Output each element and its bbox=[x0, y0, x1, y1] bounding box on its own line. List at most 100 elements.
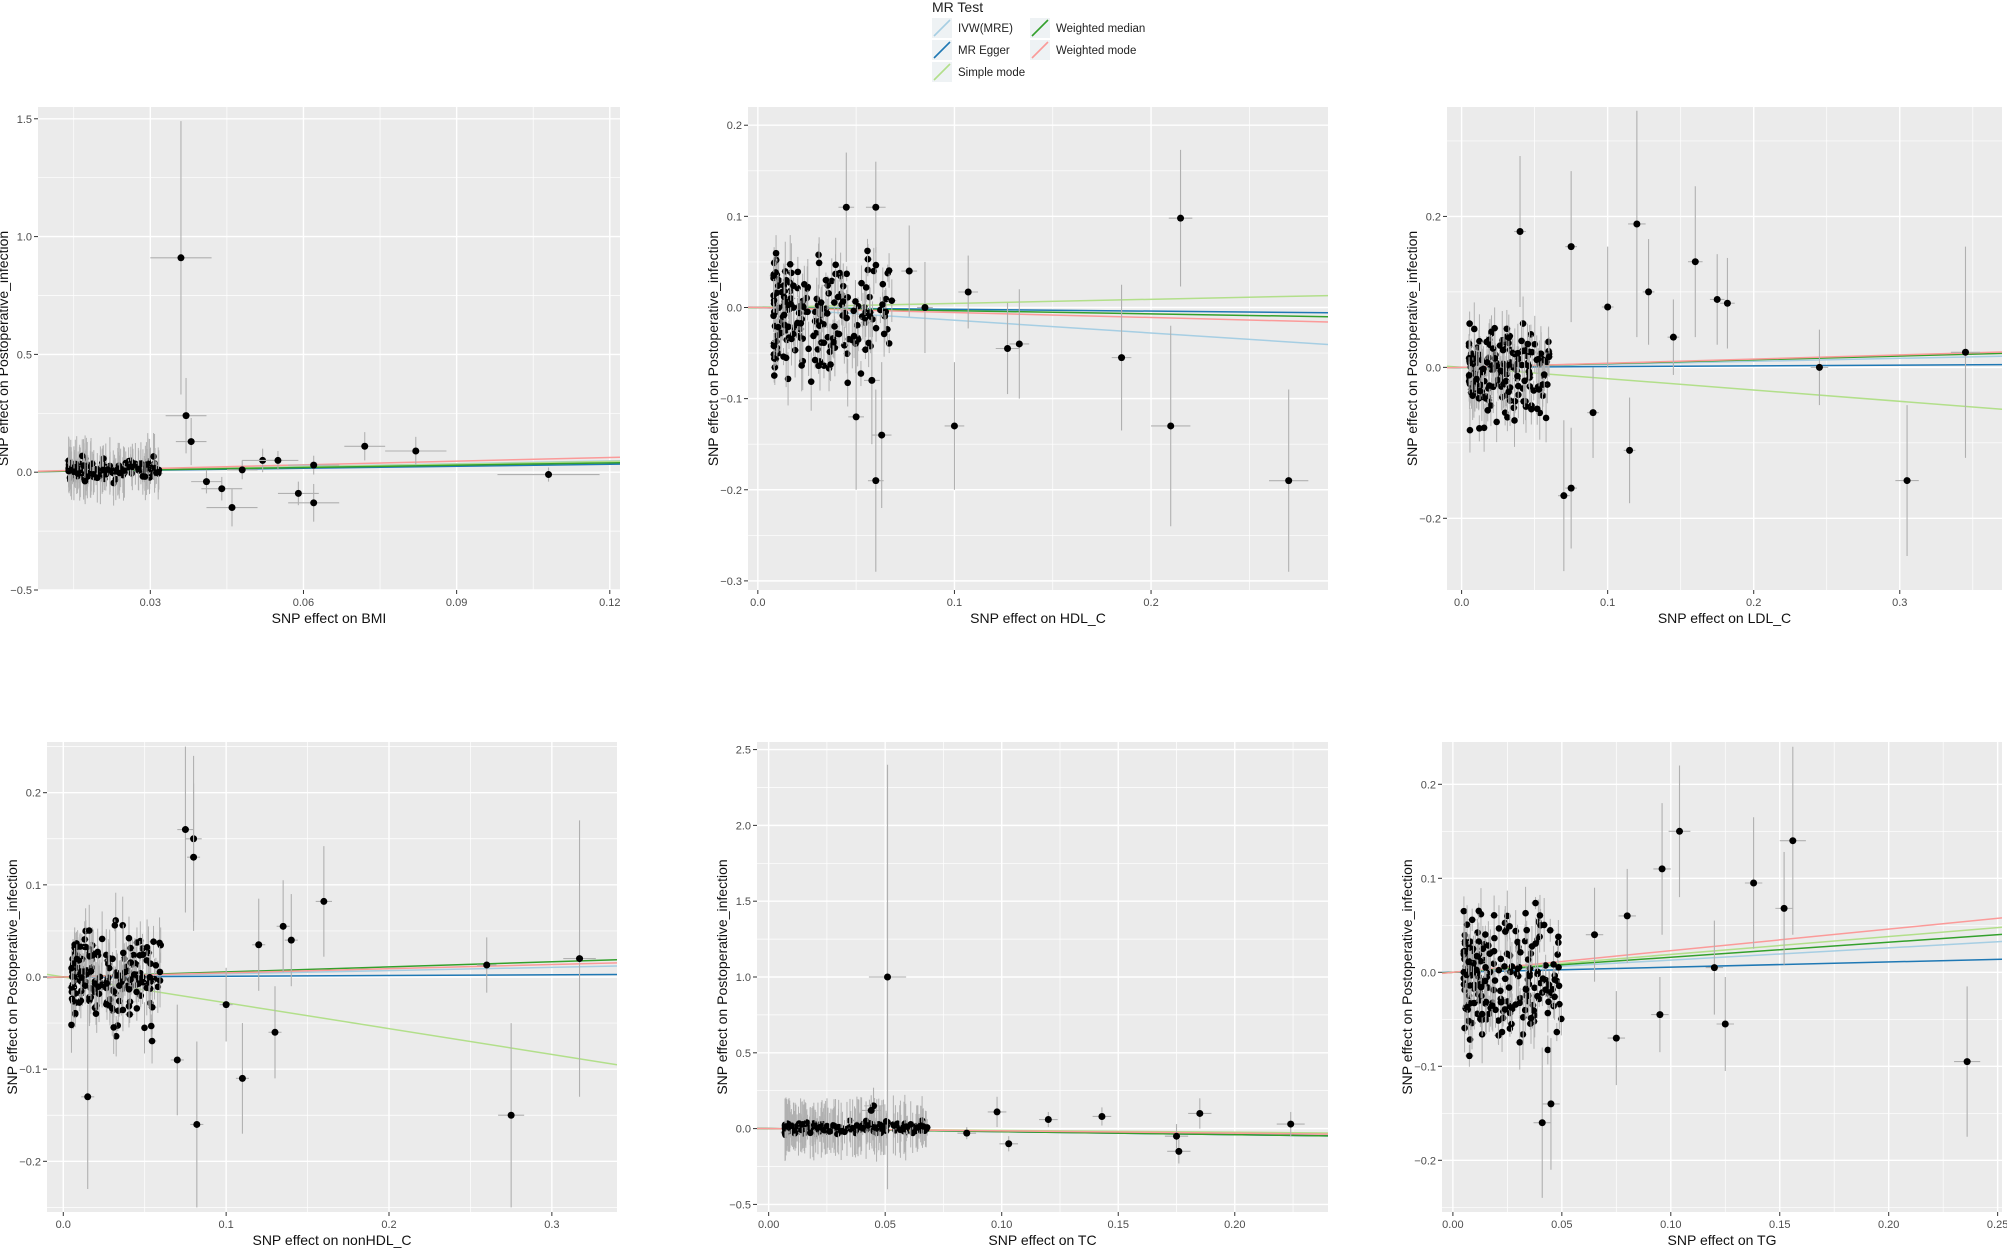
snp-dot bbox=[1480, 366, 1487, 373]
y-axis-label: SNP effect on Postoperative_infection bbox=[0, 231, 11, 466]
snp-dot bbox=[830, 1122, 837, 1129]
snp-dot bbox=[879, 281, 886, 288]
snp-dot bbox=[865, 340, 872, 347]
y-axis-label: SNP effect on Postoperative_infection bbox=[705, 231, 721, 466]
y-axis-label: SNP effect on Postoperative_infection bbox=[4, 859, 20, 1094]
snp-dot bbox=[878, 432, 885, 439]
snp-dot bbox=[1525, 956, 1532, 963]
snp-dot bbox=[310, 499, 317, 506]
snp-dot bbox=[854, 322, 861, 329]
y-tick-label: 2.0 bbox=[736, 820, 751, 832]
y-tick-label: −0.2 bbox=[1414, 1155, 1436, 1167]
snp-dot bbox=[1461, 908, 1468, 915]
snp-dot bbox=[218, 485, 225, 492]
x-tick-label: 0.20 bbox=[1224, 1219, 1245, 1231]
snp-dot bbox=[1173, 1133, 1180, 1140]
x-tick-label: 0.00 bbox=[758, 1219, 779, 1231]
snp-dot bbox=[1515, 356, 1522, 363]
snp-dot bbox=[840, 298, 847, 305]
snp-dot bbox=[1473, 376, 1480, 383]
plot-panel-background bbox=[1447, 107, 2002, 590]
snp-dot bbox=[130, 952, 137, 959]
snp-dot bbox=[1554, 951, 1561, 958]
snp-dot bbox=[1476, 395, 1483, 402]
snp-dot bbox=[1196, 1110, 1203, 1117]
snp-dot bbox=[120, 1007, 127, 1014]
snp-dot bbox=[100, 467, 107, 474]
snp-dot bbox=[78, 974, 85, 981]
snp-dot bbox=[272, 1029, 279, 1036]
x-tick-label: 0.09 bbox=[446, 597, 467, 609]
snp-dot bbox=[843, 270, 850, 277]
snp-dot bbox=[790, 282, 797, 289]
snp-dot bbox=[68, 965, 75, 972]
snp-dot bbox=[1626, 447, 1633, 454]
x-tick-label: 0.2 bbox=[1143, 597, 1158, 609]
snp-dot bbox=[157, 969, 164, 976]
snp-dot bbox=[858, 370, 865, 377]
snp-dot bbox=[100, 455, 107, 462]
snp-dot bbox=[1506, 334, 1513, 341]
snp-dot bbox=[94, 949, 101, 956]
snp-dot bbox=[1692, 258, 1699, 265]
snp-dot bbox=[140, 951, 147, 958]
snp-dot bbox=[1604, 303, 1611, 310]
snp-dot bbox=[255, 941, 262, 948]
snp-dot bbox=[1167, 422, 1174, 429]
x-tick-label: 0.3 bbox=[544, 1219, 559, 1231]
snp-dot bbox=[76, 999, 83, 1006]
snp-dot bbox=[772, 364, 779, 371]
snp-dot bbox=[852, 340, 859, 347]
y-tick-label: −0.2 bbox=[720, 485, 742, 497]
snp-dot bbox=[135, 466, 142, 473]
snp-dot bbox=[1175, 1148, 1182, 1155]
y-tick-label: −0.1 bbox=[19, 1064, 41, 1076]
snp-dot bbox=[81, 936, 88, 943]
legend-item-mr-egger: MR Egger bbox=[932, 40, 1010, 60]
y-tick-label: 0.0 bbox=[1421, 967, 1436, 979]
snp-dot bbox=[1568, 243, 1575, 250]
snp-dot bbox=[835, 294, 842, 301]
snp-dot bbox=[1098, 1113, 1105, 1120]
snp-dot bbox=[798, 362, 805, 369]
snp-dot bbox=[68, 1022, 75, 1029]
snp-dot bbox=[1724, 300, 1731, 307]
snp-dot bbox=[823, 277, 830, 284]
y-tick-label: 0.1 bbox=[727, 211, 742, 223]
snp-dot bbox=[193, 1121, 200, 1128]
snp-dot bbox=[788, 336, 795, 343]
snp-dot bbox=[274, 457, 281, 464]
y-tick-label: −0.2 bbox=[1419, 513, 1441, 525]
x-tick-label: 0.0 bbox=[750, 597, 765, 609]
snp-dot bbox=[889, 297, 896, 304]
snp-dot bbox=[103, 980, 110, 987]
y-tick-label: −0.5 bbox=[729, 1199, 751, 1211]
snp-dot bbox=[1500, 347, 1507, 354]
snp-dot bbox=[239, 466, 246, 473]
snp-dot bbox=[1590, 409, 1597, 416]
x-tick-label: 0.1 bbox=[218, 1219, 233, 1231]
snp-dot bbox=[788, 270, 795, 277]
snp-dot bbox=[310, 462, 317, 469]
y-tick-label: 0.0 bbox=[1426, 362, 1441, 374]
snp-dot bbox=[838, 1128, 845, 1135]
snp-dot bbox=[831, 299, 838, 306]
snp-dot bbox=[807, 1130, 814, 1137]
snp-dot bbox=[864, 248, 871, 255]
snp-dot bbox=[879, 301, 886, 308]
y-tick-label: 0.1 bbox=[1421, 873, 1436, 885]
y-tick-label: 0.2 bbox=[1426, 211, 1441, 223]
snp-dot bbox=[69, 973, 76, 980]
y-tick-label: 1.0 bbox=[736, 972, 751, 984]
snp-dot bbox=[239, 1075, 246, 1082]
y-tick-label: 2.5 bbox=[736, 745, 751, 757]
y-tick-label: 0.2 bbox=[26, 788, 41, 800]
snp-dot bbox=[150, 938, 157, 945]
snp-dot bbox=[872, 477, 879, 484]
